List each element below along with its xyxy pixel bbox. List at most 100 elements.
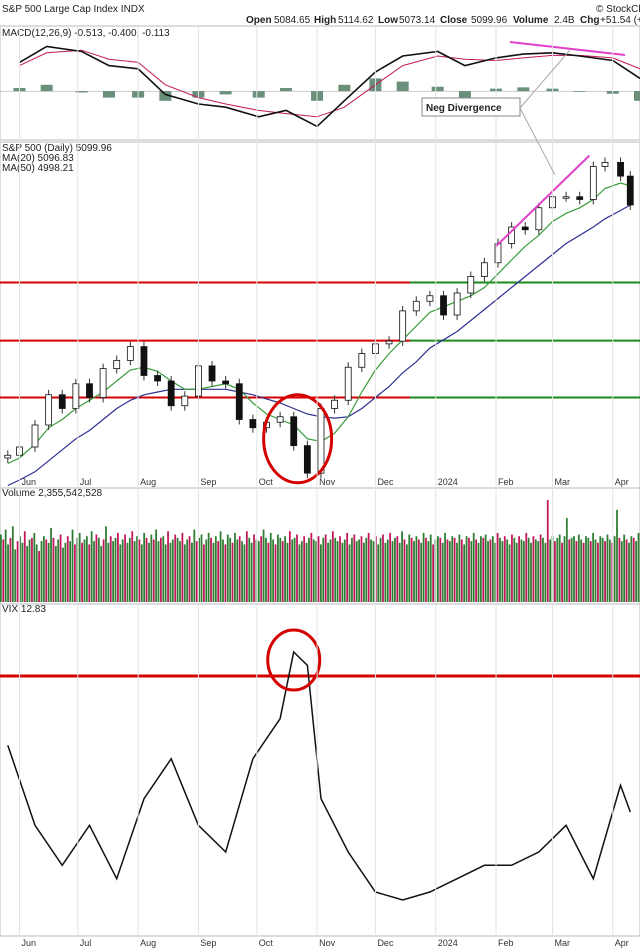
- candle: [412, 300, 420, 312]
- volume-bar: [601, 537, 604, 602]
- candle: [45, 394, 53, 426]
- x-tick-label: Feb: [498, 477, 514, 487]
- volume-bar: [253, 534, 255, 602]
- candle: [181, 395, 189, 407]
- x-tick-label: Apr: [615, 477, 629, 487]
- candle: [576, 196, 584, 200]
- volume-bar: [31, 537, 33, 602]
- volume-bar: [518, 536, 520, 602]
- candle: [617, 161, 624, 177]
- volume-bar: [491, 536, 494, 602]
- volume-bar: [305, 542, 308, 602]
- volume-bar: [460, 539, 463, 602]
- volume-bar: [546, 500, 549, 602]
- volume-bar: [554, 541, 556, 602]
- macd-histogram-bar: [40, 84, 53, 92]
- volume-bar: [71, 529, 74, 602]
- x-tick-label: Jul: [80, 938, 92, 948]
- volume-bar: [499, 537, 501, 602]
- volume-bar: [616, 509, 618, 602]
- volume-bar: [594, 539, 597, 602]
- volume-bar: [195, 541, 198, 602]
- macd-histogram-bar: [338, 84, 351, 92]
- volume-bar: [327, 542, 329, 602]
- x-tick-label: Jul: [80, 477, 92, 487]
- volume-bar: [511, 534, 513, 602]
- volume-bar: [432, 544, 435, 602]
- x-tick-label: Sep: [200, 477, 216, 487]
- x-tick-label: Jun: [21, 938, 36, 948]
- candle: [601, 161, 609, 167]
- price-panel: S&P 500 (Daily) 5099.96 MA(20) 5096.83 M…: [0, 141, 640, 489]
- macd-panel: MACD(12,26,9) -0.513, -0.400, -0.113: [0, 25, 640, 141]
- volume-bar: [620, 541, 623, 602]
- volume-bar: [477, 542, 480, 602]
- volume-bar: [95, 534, 98, 602]
- candle: [521, 226, 529, 231]
- volume-bar: [410, 537, 413, 602]
- candle: [331, 399, 338, 409]
- volume-bar: [303, 536, 306, 602]
- volume-bar: [279, 537, 282, 602]
- volume-bar: [360, 536, 363, 602]
- volume-bar: [456, 542, 458, 602]
- volume-bar: [64, 542, 67, 602]
- x-tick-label: Mar: [554, 477, 570, 487]
- volume-bar: [346, 532, 349, 602]
- volume-bar: [561, 542, 563, 602]
- volume-bar: [365, 537, 368, 602]
- volume-bar: [262, 529, 265, 602]
- volume-bar: [19, 536, 21, 602]
- volume-bar: [200, 534, 203, 602]
- volume-bar: [310, 532, 313, 602]
- annotation-leader: [519, 107, 556, 176]
- volume-bar: [186, 539, 189, 602]
- volume-bar: [248, 537, 251, 602]
- volume-bar: [7, 544, 9, 602]
- open-value: 5084.65: [274, 15, 311, 26]
- volume-bar: [78, 532, 81, 602]
- volume-bar: [613, 536, 616, 602]
- x-tick-label: Dec: [377, 938, 394, 948]
- volume-bar: [484, 534, 487, 602]
- volume-bar: [38, 551, 40, 602]
- volume-bar: [124, 534, 126, 602]
- volume-bar: [377, 544, 380, 602]
- volume-bar: [85, 536, 88, 602]
- volume-bar: [563, 536, 566, 602]
- close-label: Close: [440, 15, 468, 26]
- volume-bar: [105, 526, 107, 602]
- volume-bar: [136, 536, 138, 602]
- volume-bar: [47, 542, 50, 602]
- x-tick-label: Mar: [554, 938, 570, 948]
- macd-histogram-bar: [634, 91, 640, 101]
- volume-bar: [628, 542, 630, 602]
- volume-bar: [117, 532, 119, 602]
- volume-bar: [515, 542, 518, 602]
- volume-bar: [425, 537, 427, 602]
- volume-bar: [396, 536, 399, 602]
- volume-bar: [585, 536, 587, 602]
- candle: [467, 276, 475, 294]
- ma20-legend: MA(20) 5096.83: [2, 153, 74, 164]
- volume-bar: [207, 532, 210, 602]
- volume-bar: [33, 532, 36, 602]
- volume-bar: [362, 542, 365, 602]
- volume-bar: [59, 534, 62, 602]
- volume-bar: [599, 536, 602, 602]
- volume-bar: [582, 542, 585, 602]
- volume-bar: [339, 536, 341, 602]
- volume-bar: [336, 541, 339, 602]
- candle: [385, 340, 393, 345]
- divergence-annotation: Neg Divergence: [421, 49, 571, 176]
- volume-bar: [131, 531, 134, 602]
- volume-bar: [300, 541, 303, 602]
- volume-bar: [83, 539, 86, 602]
- volume-bar: [107, 542, 110, 602]
- volume-bar: [451, 536, 454, 602]
- volume-bar: [74, 544, 76, 602]
- volume-bar: [589, 541, 592, 602]
- volume-bar: [632, 537, 635, 602]
- volume-bar: [353, 534, 356, 602]
